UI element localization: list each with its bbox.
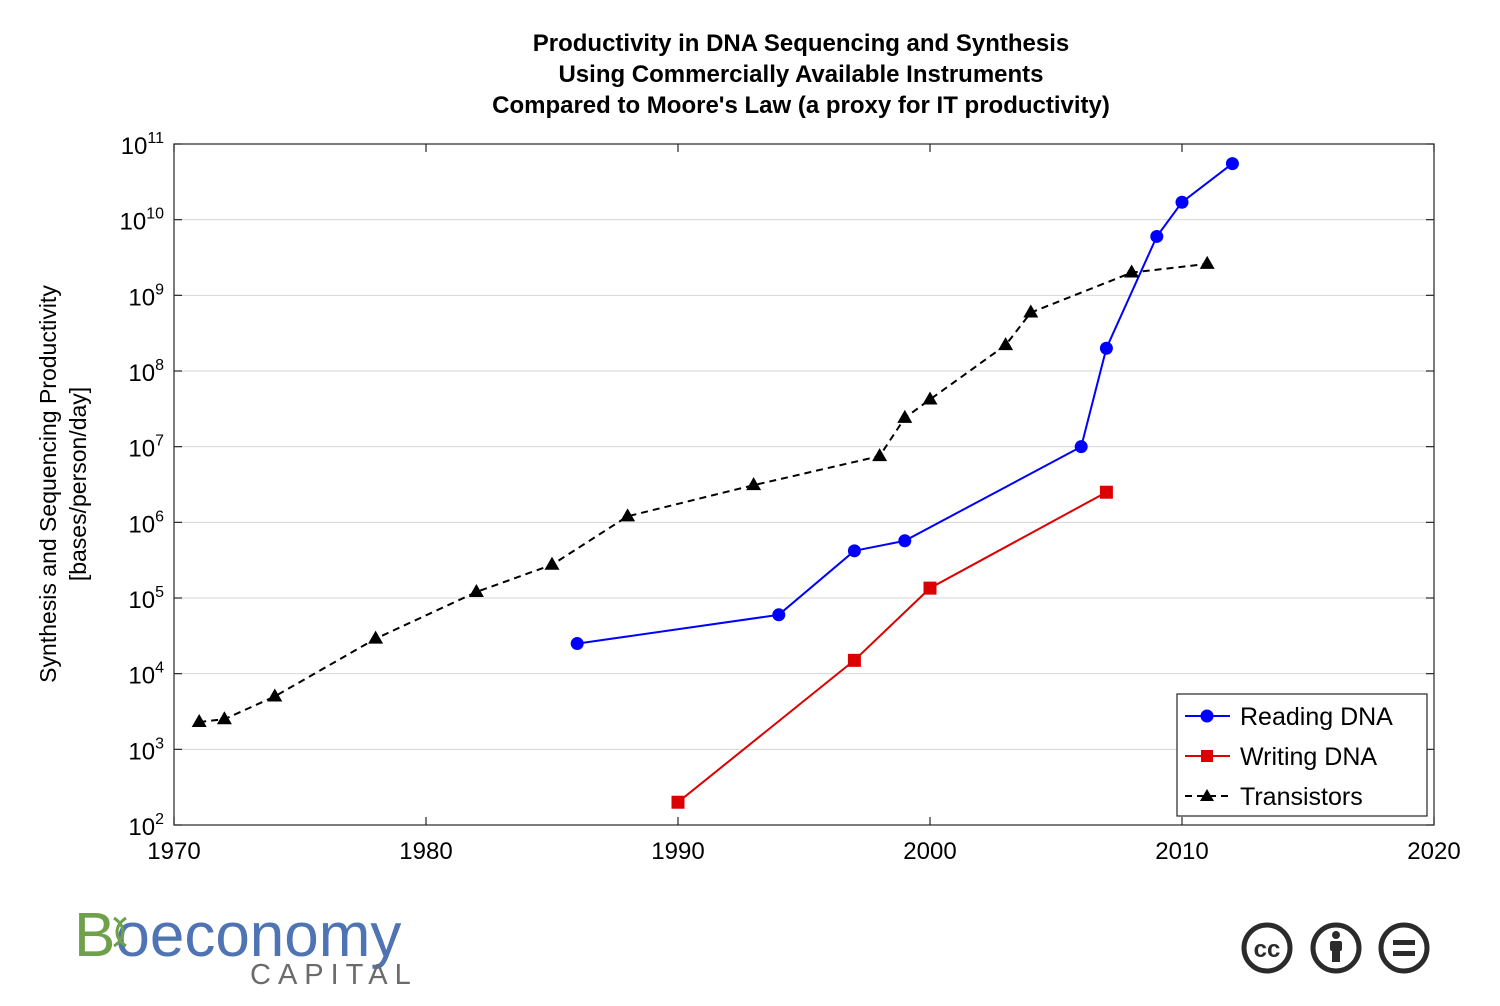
chart-title-line-3: Compared to Moore's Law (a proxy for IT … (492, 92, 1110, 119)
y-tick-label: 108 (128, 357, 164, 387)
data-point (746, 477, 762, 491)
data-point (1124, 264, 1140, 278)
data-point (922, 391, 938, 405)
legend-marker-triangle (1200, 789, 1214, 801)
bioeconomy-capital-logo: Boeconomy CAPITAL (74, 901, 418, 991)
data-point (216, 711, 232, 725)
data-point (923, 581, 937, 595)
data-point (544, 556, 560, 570)
x-tick-label: 2010 (1155, 838, 1208, 865)
legend-entry-reading-dna: Reading DNA (1185, 703, 1393, 731)
x-tick-label: 2020 (1407, 838, 1460, 865)
y-axis-tick-labels: 102 103 104 105 106 107 108 109 1010 1011 (120, 130, 165, 841)
data-point (267, 688, 283, 702)
data-point (570, 637, 584, 651)
chart-title: Productivity in DNA Sequencing and Synth… (492, 30, 1110, 119)
data-point (671, 795, 685, 809)
x-axis-tick-labels: 1970 1980 1990 2000 2010 2020 (147, 838, 1460, 865)
series-reading-dna (570, 157, 1239, 651)
legend-entry-writing-dna: Writing DNA (1185, 743, 1377, 771)
x-tick-label: 1980 (399, 838, 452, 865)
data-point (1074, 440, 1088, 454)
data-point (772, 608, 786, 622)
no-derivatives-icon (1378, 922, 1430, 974)
svg-text:cc: cc (1254, 936, 1281, 963)
legend-entry-transistors: Transistors (1185, 783, 1363, 811)
cc-icon: cc (1241, 922, 1293, 974)
legend-marker-circle (1200, 709, 1214, 723)
legend-marker-square (1201, 750, 1213, 762)
chart-title-line-2: Using Commercially Available Instruments (558, 61, 1043, 88)
series-transistors (191, 255, 1215, 727)
data-point (897, 409, 913, 423)
attribution-icon (1310, 922, 1362, 974)
data-point (1099, 341, 1113, 355)
y-axis-title-line-2: [bases/person/day] (65, 387, 91, 581)
data-point (191, 713, 207, 727)
x-tick-label: 1970 (147, 838, 200, 865)
data-point (1150, 229, 1164, 243)
data-point (1023, 304, 1039, 318)
y-tick-label: 109 (128, 281, 164, 311)
series-line (677, 491, 1107, 803)
y-tick-label: 1011 (121, 130, 164, 160)
data-point (368, 630, 384, 644)
y-tick-label: 106 (128, 508, 164, 538)
y-axis-title: Synthesis and Sequencing Productivity [b… (35, 285, 91, 683)
y-tick-label: 105 (128, 584, 164, 614)
data-point (620, 508, 636, 522)
legend-label-reading: Reading DNA (1240, 703, 1393, 731)
logo-subtitle: CAPITAL (250, 959, 418, 991)
chart-title-line-1: Productivity in DNA Sequencing and Synth… (533, 30, 1070, 57)
y-tick-label: 102 (128, 811, 164, 841)
axis-ticks (173, 143, 1435, 826)
legend-label-writing: Writing DNA (1240, 743, 1377, 771)
data-point (1175, 195, 1189, 209)
chart-legend: Reading DNA Writing DNA Transistors (1176, 693, 1428, 817)
legend-label-transistors: Transistors (1240, 783, 1363, 811)
logo-wordmark: Boeconomy (74, 901, 401, 970)
dna-helix-icon (113, 916, 127, 948)
data-point (1225, 157, 1239, 171)
data-point (1099, 485, 1113, 499)
data-point (847, 544, 861, 558)
data-point (847, 653, 861, 667)
x-tick-label: 1990 (651, 838, 704, 865)
data-series (191, 157, 1239, 809)
data-point (468, 584, 484, 598)
creative-commons-badges: cc (1241, 922, 1430, 974)
data-point (898, 534, 912, 548)
y-tick-label: 103 (128, 735, 164, 765)
data-point (872, 448, 888, 462)
y-tick-label: 104 (128, 660, 164, 690)
y-tick-label: 1010 (120, 206, 165, 236)
series-writing-dna (671, 485, 1113, 809)
data-point (998, 337, 1014, 351)
y-axis-title-line-1: Synthesis and Sequencing Productivity (35, 285, 61, 683)
x-tick-label: 2000 (903, 838, 956, 865)
data-point (1199, 255, 1215, 269)
y-tick-label: 107 (128, 433, 164, 463)
